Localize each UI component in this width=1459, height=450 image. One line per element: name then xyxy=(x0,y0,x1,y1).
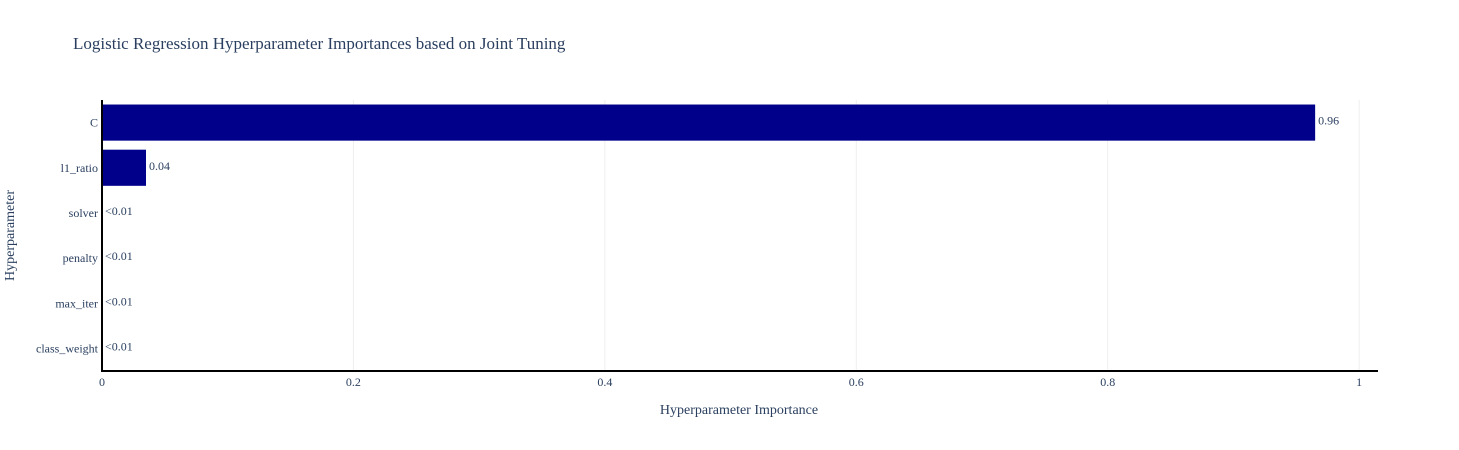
data-label: <0.01 xyxy=(105,294,133,308)
axes xyxy=(101,100,1378,372)
bar[interactable] xyxy=(102,104,1316,141)
y-tick-label: class_weight xyxy=(36,341,99,355)
chart-title: Logistic Regression Hyperparameter Impor… xyxy=(73,34,566,53)
x-tick-label: 0.8 xyxy=(1100,375,1115,389)
y-tick-label: solver xyxy=(69,206,98,220)
y-tick-label: penalty xyxy=(63,251,98,265)
y-tick-label: max_iter xyxy=(55,296,98,310)
y-tick-label: C xyxy=(90,116,98,130)
x-tick-labels: 0 0.2 0.4 0.6 0.8 1 xyxy=(99,375,1362,389)
data-labels: 0.96 0.04 <0.01 <0.01 <0.01 <0.01 xyxy=(105,114,1339,354)
x-tick-label: 0.4 xyxy=(597,375,612,389)
data-label: <0.01 xyxy=(105,249,133,263)
x-axis-title: Hyperparameter Importance xyxy=(660,403,818,418)
x-tick-label: 0.6 xyxy=(849,375,864,389)
x-tick-label: 1 xyxy=(1356,375,1362,389)
grid-lines xyxy=(352,100,1360,371)
x-tick-label: 0 xyxy=(99,375,105,389)
data-label: <0.01 xyxy=(105,339,133,353)
y-tick-label: l1_ratio xyxy=(61,161,98,175)
y-axis-title: Hyperparameter xyxy=(3,190,18,281)
x-tick-label: 0.2 xyxy=(346,375,361,389)
data-label: 0.04 xyxy=(149,159,170,173)
bars xyxy=(102,104,1316,186)
bar[interactable] xyxy=(102,149,146,186)
data-label: 0.96 xyxy=(1318,114,1339,128)
data-label: <0.01 xyxy=(105,204,133,218)
